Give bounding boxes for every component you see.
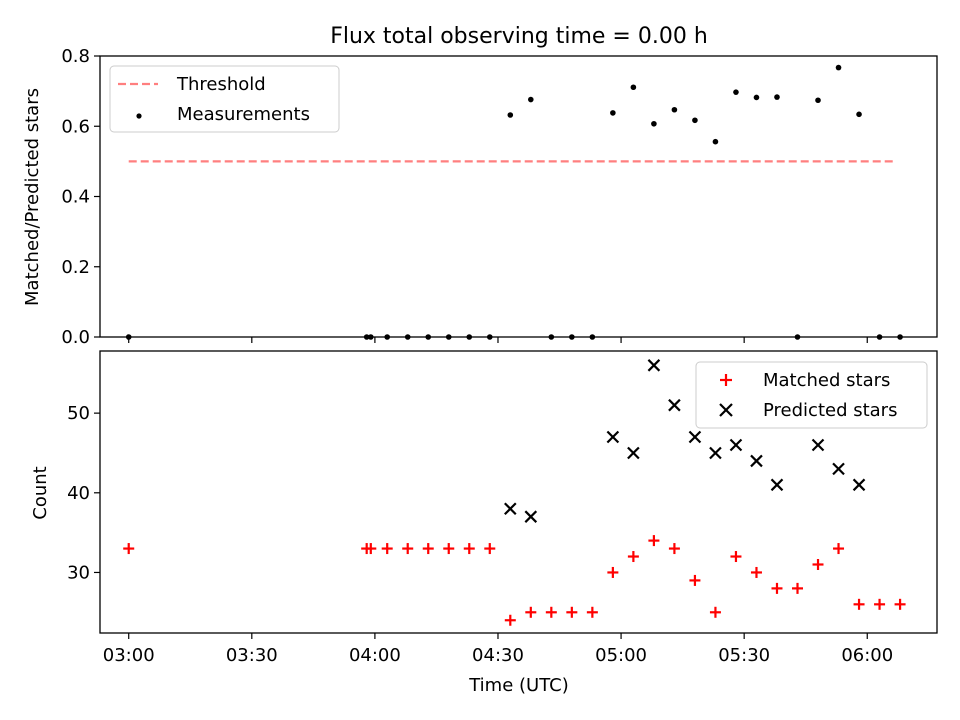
predicted-stars-point [852,478,866,492]
matched-stars-point [443,543,455,555]
matched-stars-point [365,543,377,555]
star-count-x-tick-label: 05:00 [595,645,647,666]
legend-matched-label: Matched stars [763,370,890,391]
predicted-stars-point [606,430,620,444]
measurements-point [774,94,780,100]
matched-stars-point [607,566,619,578]
matched-stars-point [792,582,803,594]
measurements-point [630,84,637,91]
measurements-point [651,120,657,127]
predicted-stars-point [524,510,538,523]
star-count-y-tick-label: 40 [67,483,90,504]
star-count-x-tick-label: 03:00 [103,645,155,666]
measurements-point [671,106,678,113]
matched-stars-point [689,574,701,586]
matched-stars-point [771,582,783,594]
matched-stars-point [874,598,886,610]
predicted-stars-point [832,462,845,476]
star-count-legend-box [695,361,928,429]
matched-stars-point [709,606,721,618]
flux-ratio-y-axis-label: Matched/Predicted stars [22,88,43,306]
star-count-x-tick-label: 04:30 [472,645,524,666]
matched-stars-point [586,606,598,618]
star-count-x-tick-label: 04:00 [349,645,401,666]
matched-stars-point [545,606,557,618]
star-count-axes: 03:00 03:30 04:00 04:30 05:00 05:30 06:00 30 40 5… [67,403,893,666]
measurements-point [610,110,616,116]
star-count-x-tick-label: 05:30 [718,645,770,666]
predicted-stars-point [729,438,743,452]
measurements-point [753,94,760,101]
flux-ratio-y-tick-label: 0.6 [61,116,90,137]
matched-stars-point [123,543,135,555]
star-count-panel: 03:00 03:30 04:00 04:30 05:00 05:30 06:00 30 40 5… [30,350,938,696]
chart-title: Flux total observing time = 0.00 h [330,24,708,49]
legend-measurements-swatch [136,113,142,119]
star-count-legend: Matched stars Predicted stars [695,361,928,429]
star-count-x-tick-label: 06:00 [841,645,893,666]
predicted-stars-point [647,359,661,372]
measurements-point [815,97,821,104]
measurements-point [528,96,534,103]
star-count-y-tick-label: 30 [67,562,90,583]
matched-stars-point [402,543,414,555]
measurements-point [733,89,739,95]
predicted-stars-point [627,446,640,460]
predicted-stars-point [770,478,784,492]
predicted-stars-point [668,398,681,412]
matched-stars-point [381,543,393,555]
flux-ratio-y-tick-label: 0.8 [61,46,90,67]
flux-ratio-y-tick-label: 0.2 [61,257,90,278]
matched-stars-point [730,551,742,563]
flux-ratio-legend: Threshold Measurements [109,65,340,133]
matched-stars-point [484,543,496,555]
x-axis-label: Time (UTC) [468,675,569,696]
predicted-stars-point [811,438,825,452]
flux-ratio-legend-box [109,65,340,133]
predicted-stars-point [504,502,517,516]
matched-stars-point [627,551,639,563]
measurements-point [507,112,514,118]
measurements-point [856,111,862,118]
matched-stars-point [894,598,906,610]
predicted-stars-point [688,430,702,444]
flux-ratio-axes: 0.0 0.2 0.4 0.6 0.8 [61,46,868,348]
predicted-stars-point [750,454,763,468]
matched-stars-point [668,543,680,555]
matched-stars-point [648,535,660,547]
legend-matched-swatch [720,374,732,386]
star-count-x-tick-label: 03:30 [226,645,278,666]
legend-threshold-label: Threshold [176,74,266,95]
star-count-y-axis-label: Count [30,466,51,519]
legend-predicted-swatch [719,403,733,417]
matched-stars-point [525,606,537,618]
flux-ratio-panel: 0.00.20.40.60.8 Matched/Predicted stars … [22,46,938,348]
legend-measurements-label: Measurements [177,104,310,125]
legend-predicted-label: Predicted stars [763,400,897,421]
measurements-point [835,64,842,71]
star-count-plot-area [123,359,906,626]
flux-ratio-y-tick-label: 0.4 [61,187,90,208]
star-count-y-tick-label: 50 [67,403,90,424]
matched-stars-point [463,543,475,555]
matched-stars-point [750,566,762,578]
measurements-point [692,117,698,124]
predicted-stars-point [709,446,722,460]
matched-stars-point [504,614,516,626]
star-count-axes-frame [99,350,938,634]
flux-ratio-y-tick-label: 0.0 [61,327,90,348]
matched-stars-point [853,598,865,610]
matched-stars-point [566,606,578,618]
matched-stars-point [422,543,434,555]
matched-stars-point [812,558,824,570]
matched-stars-point [833,543,845,555]
measurements-point [712,138,719,145]
